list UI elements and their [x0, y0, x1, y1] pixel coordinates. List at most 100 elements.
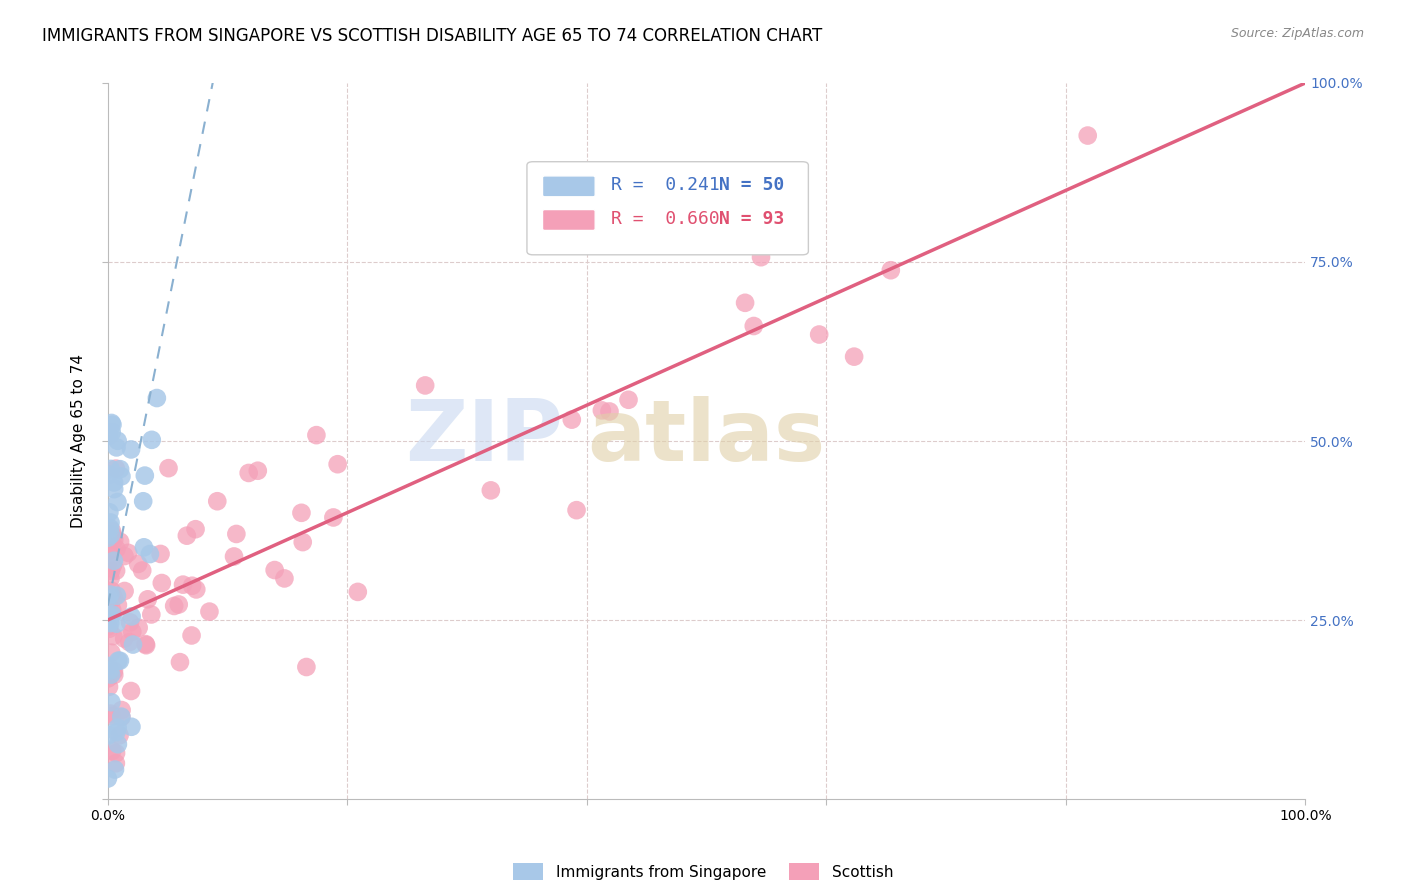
Point: [105, 564, 128, 578]
Point: [97, 544, 120, 558]
Point: [1152, 62, 1174, 76]
FancyBboxPatch shape: [543, 210, 595, 230]
Point: [100, 590, 122, 604]
Point: [131, 564, 153, 578]
Point: [97, 672, 120, 686]
Point: [225, 527, 247, 541]
Text: atlas: atlas: [586, 396, 825, 479]
Point: [121, 609, 143, 624]
FancyBboxPatch shape: [543, 176, 595, 197]
Point: [617, 392, 640, 407]
Point: [110, 710, 132, 724]
Point: [100, 583, 122, 598]
Point: [107, 434, 129, 448]
Point: [101, 709, 124, 723]
Point: [97, 557, 120, 571]
Point: [127, 557, 149, 571]
Point: [880, 263, 903, 277]
Point: [273, 571, 295, 585]
Point: [180, 628, 202, 642]
Point: [139, 547, 162, 561]
Point: [98, 521, 121, 535]
Point: [263, 563, 285, 577]
Point: [104, 756, 127, 771]
Text: R =  0.241: R = 0.241: [610, 177, 720, 194]
Point: [150, 576, 173, 591]
Text: R =  0.660: R = 0.660: [610, 210, 720, 228]
Point: [105, 541, 128, 556]
Point: [413, 378, 436, 392]
Point: [97, 599, 120, 613]
Point: [121, 624, 143, 639]
Point: [295, 660, 318, 674]
Point: [120, 442, 142, 457]
Point: [103, 533, 125, 547]
Point: [107, 598, 129, 612]
Point: [291, 535, 314, 549]
Point: [149, 547, 172, 561]
Point: [101, 607, 124, 622]
Point: [842, 350, 865, 364]
Point: [100, 706, 122, 721]
Text: ZIP: ZIP: [405, 396, 562, 479]
Point: [141, 433, 163, 447]
Point: [100, 646, 122, 660]
Point: [103, 629, 125, 643]
Point: [101, 417, 124, 432]
Point: [157, 461, 180, 475]
Point: [97, 614, 120, 628]
Point: [120, 720, 142, 734]
Point: [110, 709, 132, 723]
Point: [103, 664, 125, 678]
Point: [107, 495, 129, 509]
Point: [103, 475, 125, 490]
Point: [98, 505, 121, 519]
Point: [108, 534, 131, 549]
Point: [1077, 128, 1099, 143]
Point: [132, 494, 155, 508]
Point: [105, 616, 128, 631]
Point: [97, 659, 120, 673]
Point: [114, 584, 136, 599]
Point: [103, 482, 125, 496]
Point: [105, 746, 128, 760]
Point: [100, 516, 122, 530]
Point: [112, 632, 135, 646]
Point: [591, 403, 613, 417]
Point: [98, 543, 121, 558]
Point: [181, 579, 204, 593]
Point: [238, 466, 260, 480]
Point: [98, 616, 121, 631]
Point: [132, 541, 155, 555]
Point: [100, 462, 122, 476]
Point: [479, 483, 502, 498]
Point: [108, 462, 131, 476]
Point: [110, 469, 132, 483]
Point: [98, 467, 121, 482]
Point: [104, 763, 127, 777]
Point: [104, 461, 127, 475]
Point: [207, 494, 229, 508]
Point: [561, 412, 583, 426]
Point: [290, 506, 312, 520]
Point: [97, 619, 120, 633]
Point: [105, 441, 128, 455]
Legend: Immigrants from Singapore, Scottish: Immigrants from Singapore, Scottish: [513, 863, 893, 880]
Point: [101, 744, 124, 758]
Point: [172, 577, 194, 591]
FancyBboxPatch shape: [527, 161, 808, 255]
Point: [167, 598, 190, 612]
Point: [97, 591, 120, 606]
Point: [1185, 66, 1208, 80]
Point: [322, 510, 344, 524]
Point: [100, 572, 122, 586]
Point: [98, 680, 121, 694]
Point: [103, 554, 125, 568]
Point: [808, 327, 831, 342]
Point: [103, 591, 125, 605]
Point: [98, 622, 121, 636]
Point: [146, 391, 169, 405]
Point: [107, 721, 129, 735]
Point: [100, 695, 122, 709]
Point: [135, 638, 157, 652]
